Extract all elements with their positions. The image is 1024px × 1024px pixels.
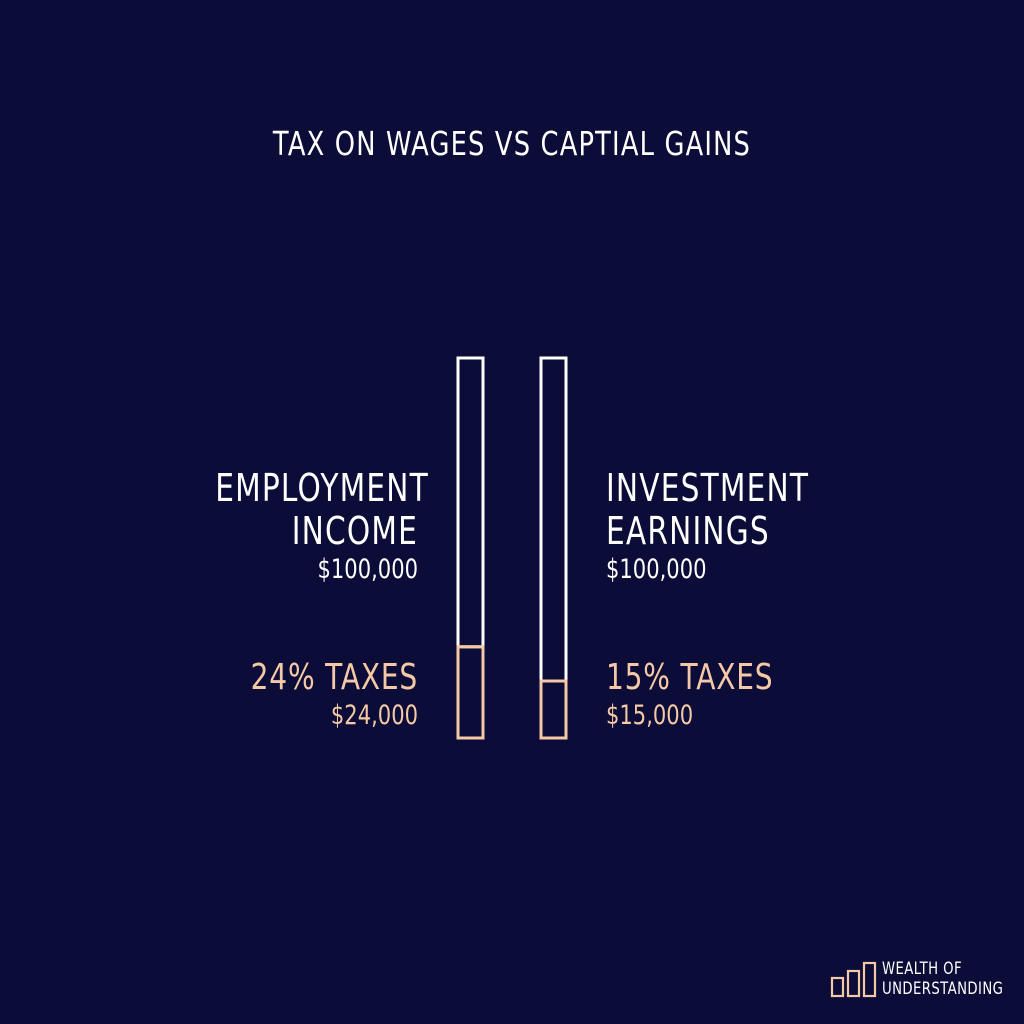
category-total-amount: $100,000 <box>606 554 707 585</box>
employment-income-label: EMPLOYMENT INCOME $100,000 <box>158 466 429 587</box>
investment-earnings-label: INVESTMENT EARNINGS $100,000 <box>606 467 866 587</box>
tax-percent-label: 24% TAXES <box>250 657 418 698</box>
brand-name-line1: WEALTH OF <box>882 959 962 979</box>
category-name-line1: EMPLOYMENT <box>215 466 429 510</box>
category-name-line2: INCOME <box>291 509 418 553</box>
tax-amount-label: $24,000 <box>330 700 418 731</box>
bar-tax-2 <box>539 679 568 740</box>
employment-tax-label: 24% TAXES $24,000 <box>158 657 418 733</box>
bar-tax-1 <box>456 645 485 740</box>
chart-title: TAX ON WAGES VS CAPTIAL GAINS <box>272 124 752 163</box>
tax-percent-label: 15% TAXES <box>606 657 774 698</box>
category-name-line1: INVESTMENT <box>606 466 810 510</box>
category-name-line2: EARNINGS <box>606 509 770 553</box>
brand-name: WEALTH OF UNDERSTANDING <box>882 959 1024 999</box>
brand-name-line2: UNDERSTANDING <box>882 979 1004 999</box>
investment-tax-label: 15% TAXES $15,000 <box>606 657 866 733</box>
category-total-amount: $100,000 <box>317 554 418 585</box>
bar-total-2 <box>539 356 568 683</box>
tax-amount-label: $15,000 <box>606 700 694 731</box>
bar-total-1 <box>456 356 485 649</box>
bar-chart-logo-icon <box>830 961 877 998</box>
